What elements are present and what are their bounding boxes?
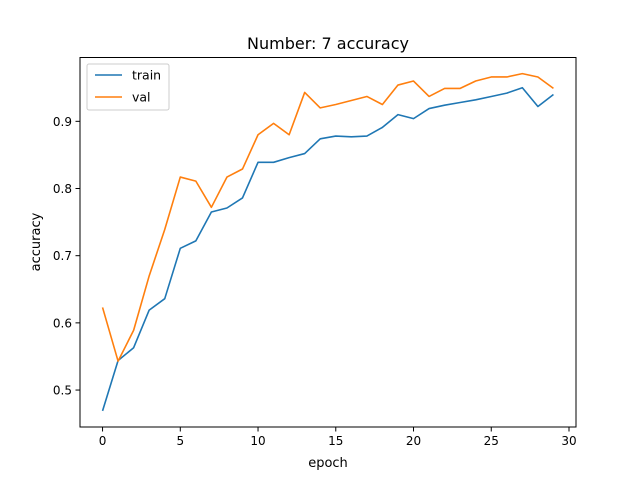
plot-area (101, 72, 554, 412)
series-line-val (101, 72, 554, 362)
series-line-train (101, 86, 554, 412)
axes-frame (79, 57, 577, 428)
x-axis-label: epoch (308, 456, 348, 471)
legend-label-train: train (132, 68, 161, 83)
x-tick-label: 5 (176, 434, 184, 448)
y-tick-label: 0.8 (53, 182, 72, 196)
y-axis: 0.5 0.6 0.7 0.8 0.9 (53, 115, 80, 398)
x-tick-label: 25 (484, 434, 499, 448)
y-tick-label: 0.7 (53, 249, 72, 263)
x-tick-label: 20 (406, 434, 421, 448)
y-axis-label: accuracy (29, 212, 44, 271)
x-tick-label: 30 (561, 434, 576, 448)
legend-label-val: val (132, 90, 151, 105)
x-axis: 0 5 10 15 20 25 30 (99, 427, 577, 448)
x-tick-label: 0 (99, 434, 107, 448)
y-tick-label: 0.5 (53, 384, 72, 398)
y-tick-label: 0.9 (53, 115, 72, 129)
legend: train val (86, 63, 170, 111)
chart-title: Number: 7 accuracy (247, 34, 409, 53)
y-tick-label: 0.6 (53, 316, 72, 330)
x-tick-label: 10 (250, 434, 265, 448)
x-tick-label: 15 (328, 434, 343, 448)
